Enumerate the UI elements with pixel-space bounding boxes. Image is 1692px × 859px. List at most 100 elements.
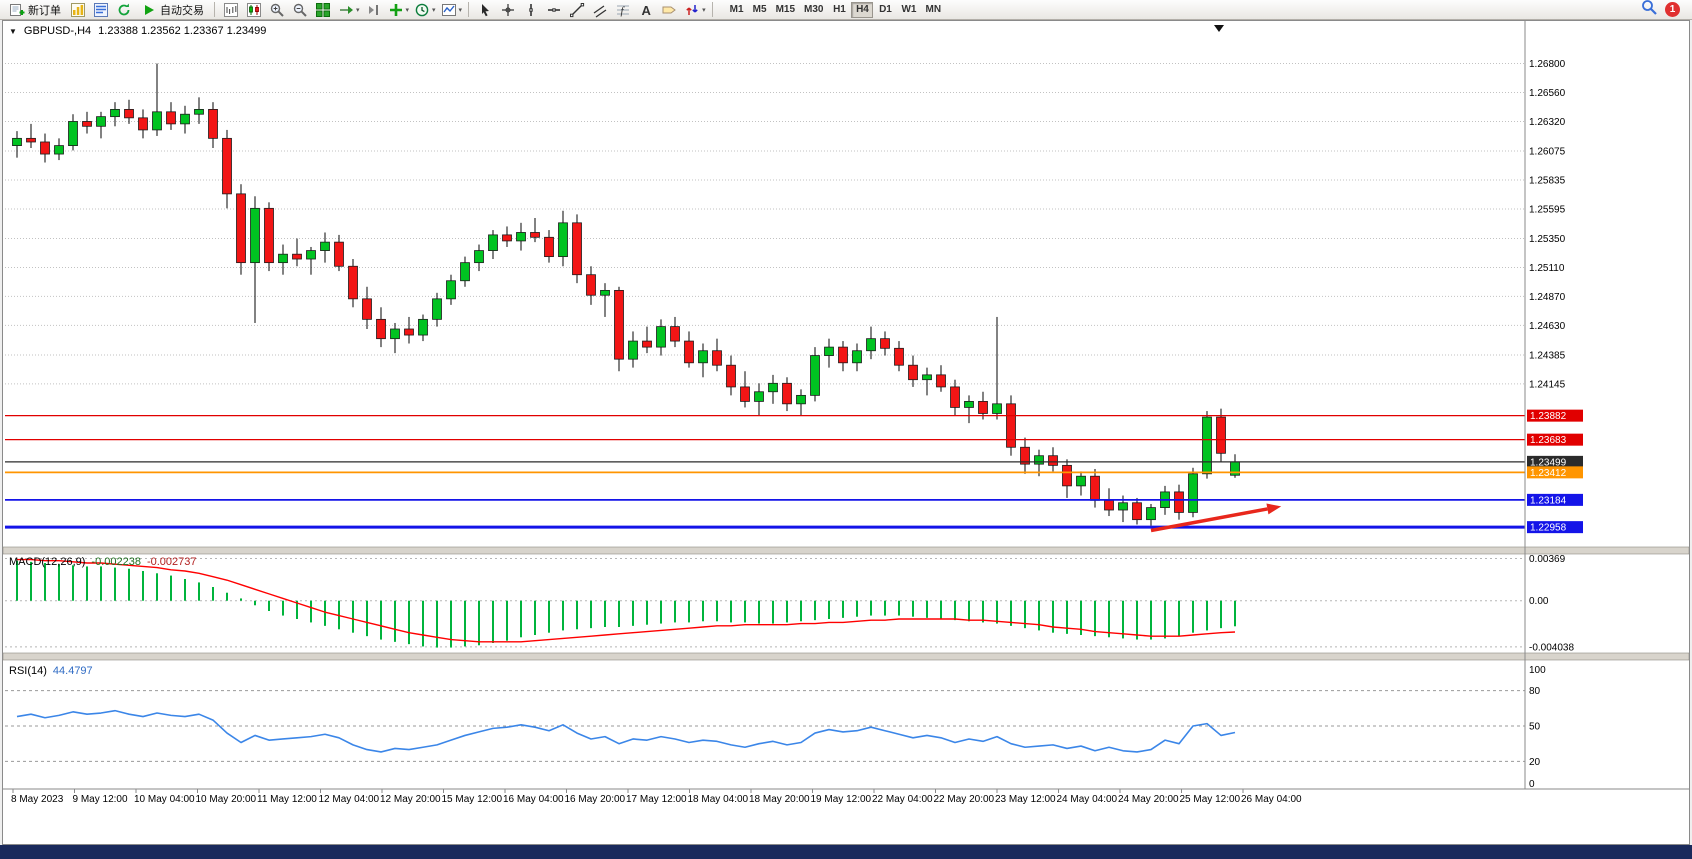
timeframe-h1[interactable]: H1 [828,2,850,18]
arrow-annotation[interactable] [1150,507,1268,533]
candle [1020,446,1030,465]
text-icon[interactable]: A [635,0,657,20]
arrows-icon[interactable] [681,0,703,20]
candle [68,121,78,146]
candle [698,350,708,364]
candle [852,350,862,364]
panel-separator[interactable] [3,652,1689,661]
channel-icon[interactable] [589,0,611,20]
svg-text:f: f [621,5,626,17]
price-tag-label: 1.23499 [1530,457,1567,468]
chart-shift-marker[interactable] [1214,25,1224,32]
candle [642,340,652,348]
candlestick-chart-icon[interactable] [243,0,265,20]
rsi-tick-label: 80 [1529,686,1541,697]
market-watch-icon[interactable] [90,0,112,20]
navigator-icon[interactable] [113,0,135,20]
time-label: 10 May 20:00 [196,794,257,805]
new-order-button[interactable]: 新订单 [4,1,66,19]
time-label: 19 May 12:00 [811,794,872,805]
candle [1048,455,1058,466]
toolbar-right: 1 [1640,0,1688,21]
chart-ohlc-values: 1.23388 1.23562 1.23367 1.23499 [98,25,267,37]
rsi-tick-label: 50 [1529,722,1541,733]
timeframe-m30[interactable]: M30 [800,2,827,18]
timeframe-d1[interactable]: D1 [874,2,896,18]
dropdown-caret-icon[interactable]: ▾ [702,6,706,14]
auto-scroll-icon[interactable] [335,0,357,20]
macd-signal-line [17,558,1236,643]
candle [894,347,904,366]
candle [754,391,764,402]
timeframe-mn[interactable]: MN [921,2,945,18]
toolbar: 新订单 自动交易 ▾ ▾ ▾ ▾ f A ▾ M1 M5 M15 M30 H1 H4 D1 W… [0,0,1692,20]
dropdown-caret-icon[interactable]: ▾ [356,6,360,14]
candle [306,250,316,260]
candle [964,401,974,408]
candle [278,253,288,264]
dropdown-caret-icon[interactable]: ▾ [432,6,436,14]
candle [166,111,176,125]
search-icon[interactable] [1640,0,1658,21]
time-label: 18 May 20:00 [749,794,810,805]
bar-chart-icon[interactable] [220,0,242,20]
price-tag-label: 1.22958 [1530,523,1567,534]
price-tag [1527,493,1583,506]
cursor-icon[interactable] [474,0,496,20]
time-label: 18 May 04:00 [688,794,749,805]
time-label: 22 May 04:00 [872,794,933,805]
candle [418,318,428,336]
toolbar-separator [214,2,215,17]
timeframe-h4[interactable]: H4 [851,1,874,18]
timeframe-m15[interactable]: M15 [772,2,799,18]
vertical-line-icon[interactable] [520,0,542,20]
chart-canvas[interactable]: 1.26800 1.26560 1.26320 1.26075 1.25835 1.255… [3,21,1689,844]
time-label: 10 May 04:00 [134,794,195,805]
candle [838,346,848,364]
dropdown-caret-icon[interactable]: ▾ [405,6,410,14]
dropdown-caret-icon[interactable]: ▾ [458,6,463,14]
candle [558,222,568,258]
one-click-trading-arrow[interactable]: ▼ [9,26,17,36]
timeframe-m1[interactable]: M1 [726,2,748,18]
templates-icon[interactable] [438,0,460,20]
candle [376,318,386,340]
zoom-out-icon[interactable] [289,0,311,20]
candle [124,108,134,119]
candle [740,386,750,402]
arrow-annotation-head[interactable] [1266,503,1282,515]
candle [978,401,988,414]
label-icon[interactable] [658,0,680,20]
candle [516,232,526,242]
charts-icon[interactable] [67,0,89,20]
tile-windows-icon[interactable] [312,0,334,20]
price-tag [1527,466,1583,479]
rsi-value: 44.4797 [52,665,93,677]
indicators-icon[interactable] [385,0,407,20]
auto-trading-button[interactable]: 自动交易 [136,1,209,19]
rsi-tick-label: 0 [1529,779,1535,790]
zoom-in-icon[interactable] [266,0,288,20]
price-tick-label: 1.24630 [1529,321,1566,332]
chart-shift-icon[interactable] [362,0,384,20]
rsi-name: RSI(14) [9,665,47,677]
price-tag-label: 1.23683 [1530,435,1567,446]
timeframe-w1[interactable]: W1 [897,2,920,18]
candle [474,250,484,264]
time-label: 12 May 20:00 [380,794,441,805]
candle [1216,416,1226,454]
candle [404,328,414,336]
notification-badge[interactable]: 1 [1665,2,1680,17]
candle [1202,416,1212,475]
horizontal-line-icon[interactable] [543,0,565,20]
candle [250,207,260,264]
timeframe-m5[interactable]: M5 [749,2,771,18]
crosshair-icon[interactable] [497,0,519,20]
periods-icon[interactable] [411,0,433,20]
trendline-icon[interactable] [566,0,588,20]
fibonacci-icon[interactable]: f [612,0,634,20]
panel-separator[interactable] [3,546,1689,555]
candle [488,234,498,251]
macd-value-signal: -0.002737 [146,556,197,568]
svg-text:A: A [642,3,652,18]
